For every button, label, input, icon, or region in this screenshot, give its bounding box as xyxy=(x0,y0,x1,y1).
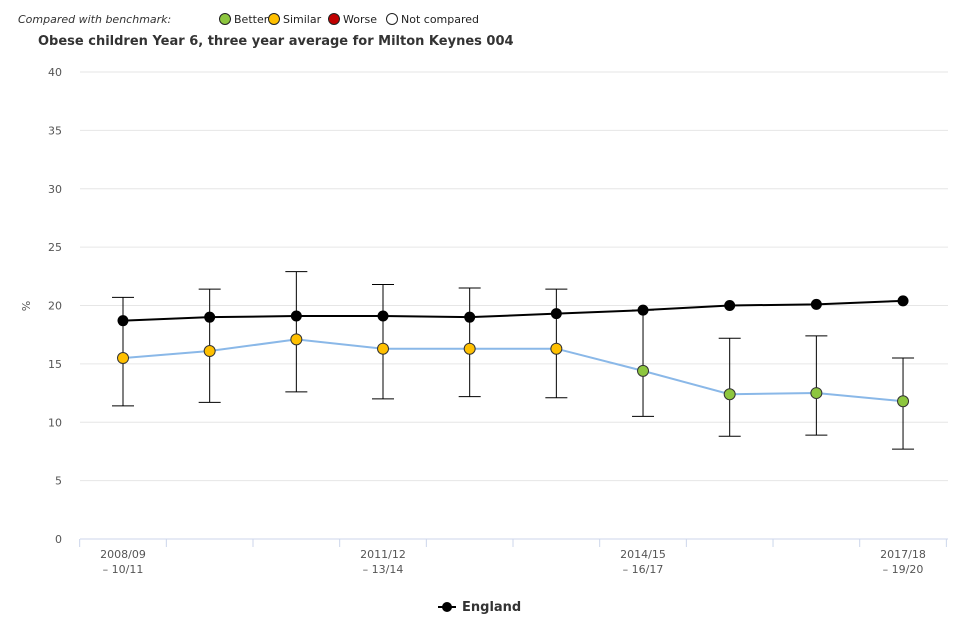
y-axis-ticks: 0 5 10 15 20 25 30 35 40 xyxy=(48,66,62,546)
benchmark-legend-caption: Compared with benchmark: xyxy=(18,13,171,26)
england-data-point[interactable] xyxy=(897,295,909,307)
y-tick-label-25: 25 xyxy=(48,241,62,254)
x-tick-label-second-line: – 10/11 xyxy=(103,563,144,576)
x-tick-label-second-line: – 16/17 xyxy=(623,563,664,576)
local-area-data-point[interactable] xyxy=(637,364,650,377)
series-lines xyxy=(122,299,904,403)
gridlines xyxy=(80,71,948,540)
x-tick-label: 2014/15 xyxy=(620,548,666,561)
local-area-data-point[interactable] xyxy=(550,342,563,355)
benchmark-better-swatch-icon xyxy=(219,13,231,25)
series-legend-england[interactable]: England xyxy=(438,600,521,615)
england-data-point[interactable] xyxy=(290,310,302,322)
y-tick-label-40: 40 xyxy=(48,66,62,79)
england-data-point[interactable] xyxy=(117,315,129,327)
benchmark-worse-label: Worse xyxy=(343,13,377,26)
local-area-data-point[interactable] xyxy=(810,387,823,400)
y-tick-label-20: 20 xyxy=(48,300,62,313)
y-tick-label-10: 10 xyxy=(48,416,62,429)
benchmark-not-compared-label: Not compared xyxy=(401,13,479,26)
y-tick-label-15: 15 xyxy=(48,358,62,371)
chart-title: Obese children Year 6, three year averag… xyxy=(38,34,514,49)
y-tick-label-30: 30 xyxy=(48,183,62,196)
y-tick-label-35: 35 xyxy=(48,124,62,137)
england-data-point[interactable] xyxy=(204,311,216,323)
england-legend-label: England xyxy=(462,600,521,615)
england-data-point[interactable] xyxy=(550,308,562,320)
benchmark-similar-label: Similar xyxy=(283,13,322,26)
benchmark-better-label: Better xyxy=(234,13,269,26)
x-tick-label: 2017/18 xyxy=(880,548,926,561)
y-tick-label-0: 0 xyxy=(55,533,62,546)
x-tick-label: 2011/12 xyxy=(360,548,406,561)
benchmark-similar-swatch-icon xyxy=(268,13,280,25)
england-data-point[interactable] xyxy=(637,304,649,316)
local-area-data-point[interactable] xyxy=(117,352,129,365)
x-tick-label: 2008/09 xyxy=(100,548,146,561)
y-axis-label: % xyxy=(20,301,33,311)
benchmark-legend: Compared with benchmark: Better Similar Wo… xyxy=(18,13,479,26)
x-tick-label-second-line: – 19/20 xyxy=(883,563,924,576)
local-area-data-point[interactable] xyxy=(897,395,910,408)
england-data-point[interactable] xyxy=(724,300,736,311)
england-data-point[interactable] xyxy=(464,311,476,323)
y-tick-label-5: 5 xyxy=(55,475,62,488)
england-data-point[interactable] xyxy=(377,310,389,322)
local-area-data-point[interactable] xyxy=(290,333,303,346)
benchmark-not-compared-swatch-icon xyxy=(386,13,398,25)
local-area-series-line xyxy=(122,338,904,403)
local-area-data-point[interactable] xyxy=(377,342,390,355)
england-series-line xyxy=(122,299,904,322)
local-area-data-point[interactable] xyxy=(203,345,216,358)
england-data-point[interactable] xyxy=(810,298,822,310)
local-area-data-point[interactable] xyxy=(463,342,476,355)
benchmark-worse-swatch-icon xyxy=(328,13,340,25)
england-legend-marker-icon xyxy=(442,602,452,612)
local-area-data-point[interactable] xyxy=(723,388,736,401)
series-points xyxy=(117,295,910,408)
x-axis: 2008/09 – 10/11 2011/12 – 13/14 2014/15 – 16/… xyxy=(79,539,947,576)
x-tick-label-second-line: – 13/14 xyxy=(363,563,404,576)
